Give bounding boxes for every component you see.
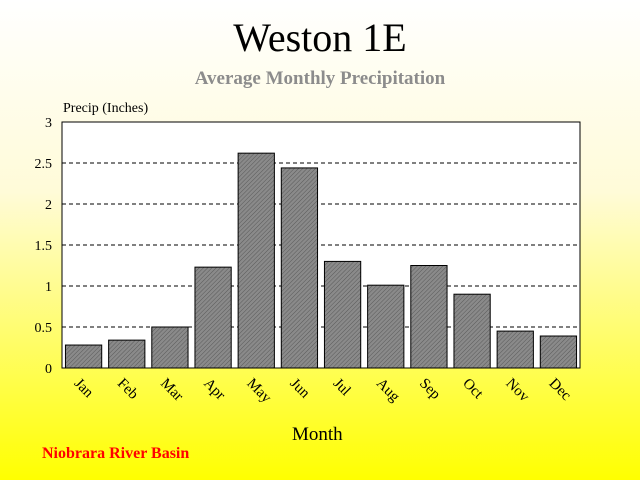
- bar-dec: [539, 335, 578, 369]
- bar-mar: [151, 326, 189, 369]
- x-tick-label: Jan: [71, 376, 97, 402]
- y-tick-label: 1: [45, 280, 52, 295]
- y-tick-label: 2.5: [35, 157, 53, 172]
- bar-feb: [108, 339, 146, 369]
- y-axis-label: Precip (Inches): [63, 101, 149, 116]
- x-tick-label: Feb: [114, 376, 141, 403]
- bar-nov: [496, 330, 534, 369]
- x-tick-label: Apr: [200, 376, 228, 404]
- x-tick-label: May: [243, 376, 274, 407]
- bar-aug: [367, 284, 405, 369]
- bar-may: [237, 152, 275, 369]
- x-tick-label: Mar: [157, 376, 186, 405]
- x-tick-label: Oct: [459, 376, 486, 403]
- basin-label: Niobrara River Basin: [42, 445, 190, 462]
- x-tick-label: Jul: [330, 376, 354, 400]
- x-tick-label: Sep: [416, 376, 443, 403]
- chart-title: Weston 1E: [233, 15, 407, 60]
- chart-subtitle: Average Monthly Precipitation: [194, 68, 446, 89]
- y-tick-label: 3: [45, 116, 52, 131]
- bar-apr: [194, 266, 232, 369]
- y-tick-label: 0: [45, 362, 52, 377]
- y-tick-label: 2: [45, 198, 52, 213]
- x-tick-label: Dec: [546, 376, 575, 405]
- bar-oct: [453, 293, 491, 369]
- x-tick-label: Jun: [287, 376, 313, 402]
- x-axis-label: Month: [292, 424, 343, 445]
- y-tick-label: 0.5: [35, 321, 53, 336]
- x-tick-label: Aug: [373, 376, 403, 406]
- y-tick-label: 1.5: [35, 239, 53, 254]
- bar-jul: [323, 260, 362, 369]
- bar-jun: [280, 167, 319, 369]
- x-tick-label: Nov: [502, 376, 532, 406]
- bar-jan: [64, 344, 103, 369]
- bar-sep: [410, 265, 448, 369]
